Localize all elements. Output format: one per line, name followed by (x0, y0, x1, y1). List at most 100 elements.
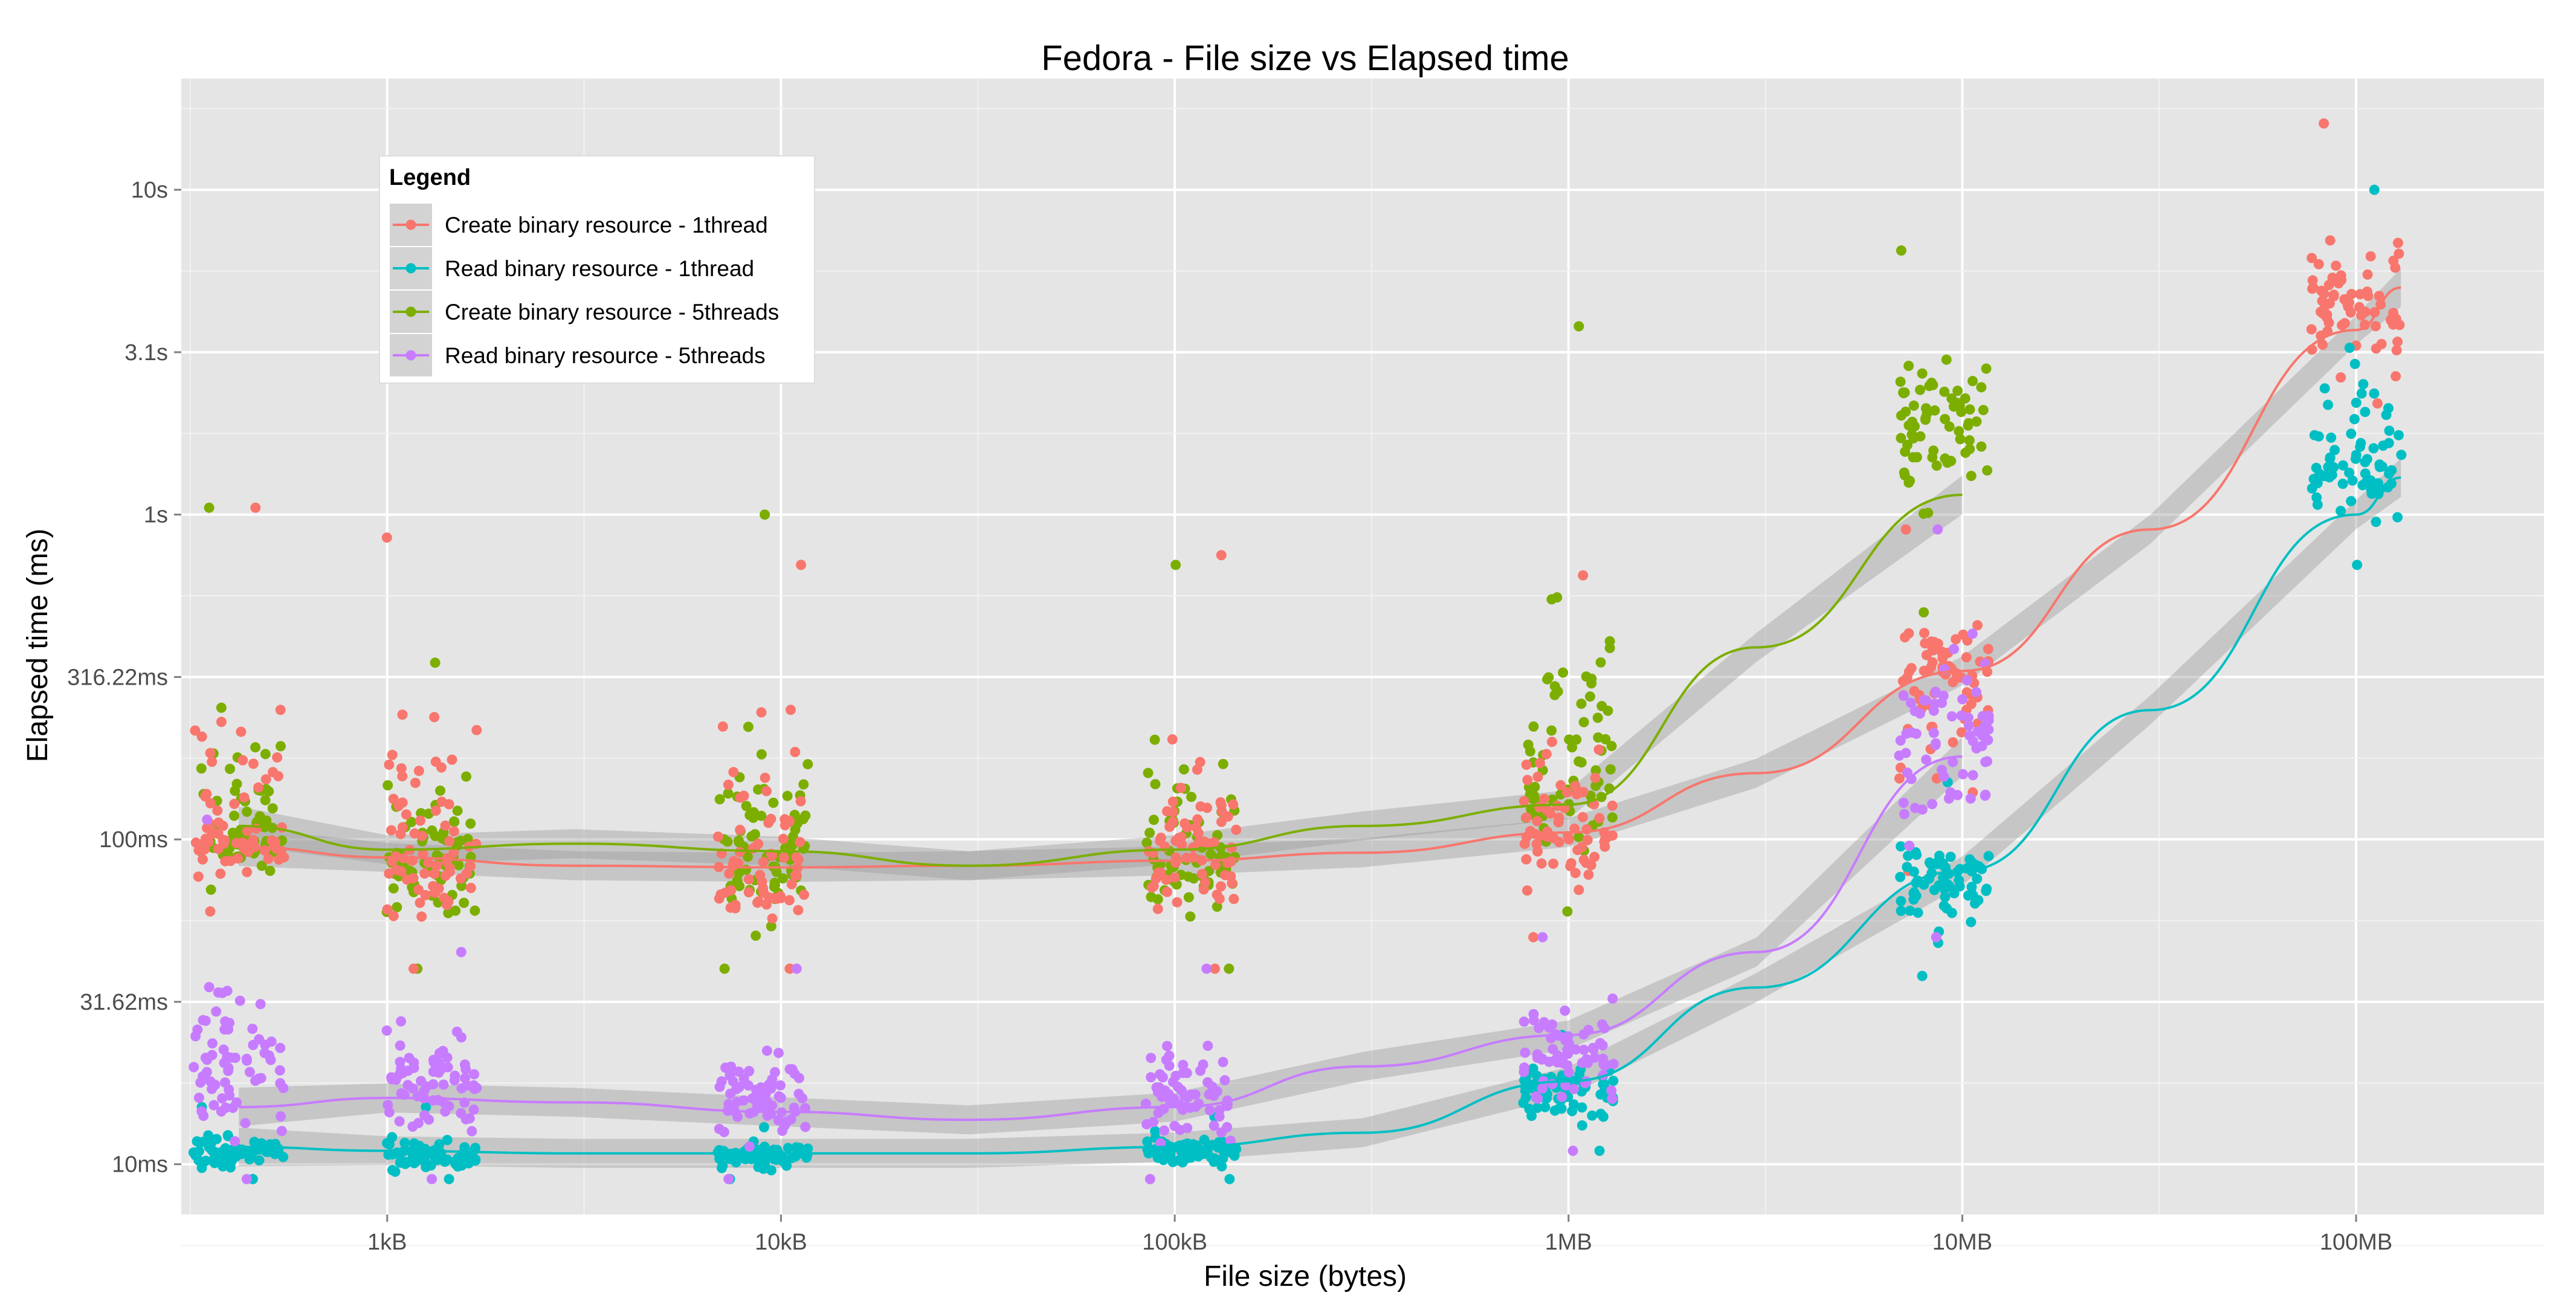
data-point (2355, 441, 2366, 452)
data-point (450, 905, 461, 916)
data-point (1161, 874, 1172, 885)
data-point (1178, 764, 1189, 775)
data-point (208, 1100, 219, 1111)
data-point (1963, 890, 1974, 901)
data-point (1155, 836, 1166, 847)
data-point (2386, 314, 2397, 325)
data-point (791, 963, 802, 974)
data-point (1899, 467, 1909, 478)
data-point (1536, 858, 1547, 869)
data-point (1961, 652, 1972, 663)
data-point (1964, 435, 1975, 446)
data-point (1546, 594, 1557, 605)
legend: Legend Create binary resource - 1thread R… (379, 155, 815, 384)
data-point (2362, 269, 2373, 280)
data-point (383, 780, 393, 791)
data-point (1966, 699, 1977, 709)
data-point (1918, 508, 1929, 519)
data-point (1981, 363, 1992, 374)
data-point (465, 883, 476, 893)
data-point (2338, 460, 2348, 471)
data-point (1574, 831, 1584, 842)
data-point (717, 1163, 727, 1173)
data-point (1219, 1075, 1230, 1086)
data-point (1520, 1047, 1531, 1058)
data-point (442, 1062, 453, 1073)
data-point (728, 1076, 738, 1087)
x-tick-label: 10kB (755, 1230, 807, 1255)
data-point (2319, 383, 2330, 394)
x-tick-label: 100kB (1142, 1230, 1207, 1255)
data-point (1535, 758, 1545, 769)
data-point (205, 798, 216, 808)
data-point (731, 1097, 742, 1108)
data-point (2355, 289, 2366, 300)
data-point (753, 784, 764, 795)
data-point (752, 1100, 763, 1111)
data-point (1181, 1068, 1192, 1079)
data-point (438, 1079, 449, 1090)
data-point (1595, 657, 1606, 668)
data-point (1932, 524, 1943, 535)
data-point (210, 1079, 221, 1090)
data-point (442, 1135, 453, 1146)
data-point (2349, 414, 2360, 425)
data-point (459, 897, 470, 908)
data-point (2369, 388, 2380, 399)
data-point (469, 1069, 480, 1080)
x-axis-title: File size (bytes) (1204, 1260, 1407, 1292)
data-point (1557, 1091, 1567, 1102)
data-point (786, 705, 796, 715)
data-point (1172, 897, 1183, 908)
data-point (240, 1118, 251, 1129)
data-point (1198, 1059, 1209, 1070)
data-point (750, 841, 761, 852)
data-point (402, 1080, 413, 1091)
data-point (1903, 850, 1913, 861)
data-point (250, 742, 261, 753)
data-point (1222, 811, 1233, 822)
y-tick-label: 3.1s (124, 340, 168, 366)
data-point (744, 810, 755, 821)
data-point (207, 1038, 218, 1049)
data-point (2352, 560, 2363, 570)
data-point (273, 771, 283, 781)
data-point (1945, 787, 1956, 798)
data-point (449, 1075, 460, 1086)
data-point (1146, 1053, 1157, 1063)
data-point (1920, 695, 1931, 706)
data-point (2306, 253, 2317, 263)
data-point (783, 1143, 793, 1154)
data-point (1963, 720, 1974, 731)
data-point (1600, 734, 1611, 744)
data-point (428, 1054, 439, 1065)
data-point (265, 865, 276, 876)
data-point (430, 757, 441, 767)
data-point (2374, 291, 2384, 302)
data-point (1183, 1092, 1193, 1103)
data-point (1167, 816, 1178, 827)
data-point (1948, 644, 1959, 654)
data-point (1560, 1080, 1571, 1091)
data-point (1899, 808, 1909, 819)
data-point (436, 1147, 447, 1158)
data-point (428, 1095, 439, 1106)
data-point (1564, 834, 1575, 845)
data-point (1980, 721, 1990, 732)
data-point (2360, 306, 2371, 317)
data-point (1596, 701, 1607, 711)
data-point (2336, 506, 2346, 516)
data-point (755, 1082, 766, 1093)
data-point (1896, 896, 1906, 906)
data-point (394, 1116, 405, 1127)
data-point (1188, 842, 1199, 853)
data-point (221, 1147, 232, 1158)
data-point (1896, 410, 1906, 421)
data-point (1603, 831, 1613, 842)
data-point (793, 1088, 804, 1099)
data-point (756, 810, 767, 821)
data-point (456, 1153, 466, 1164)
data-point (1528, 1008, 1539, 1019)
data-point (197, 854, 208, 865)
data-point (272, 752, 283, 763)
